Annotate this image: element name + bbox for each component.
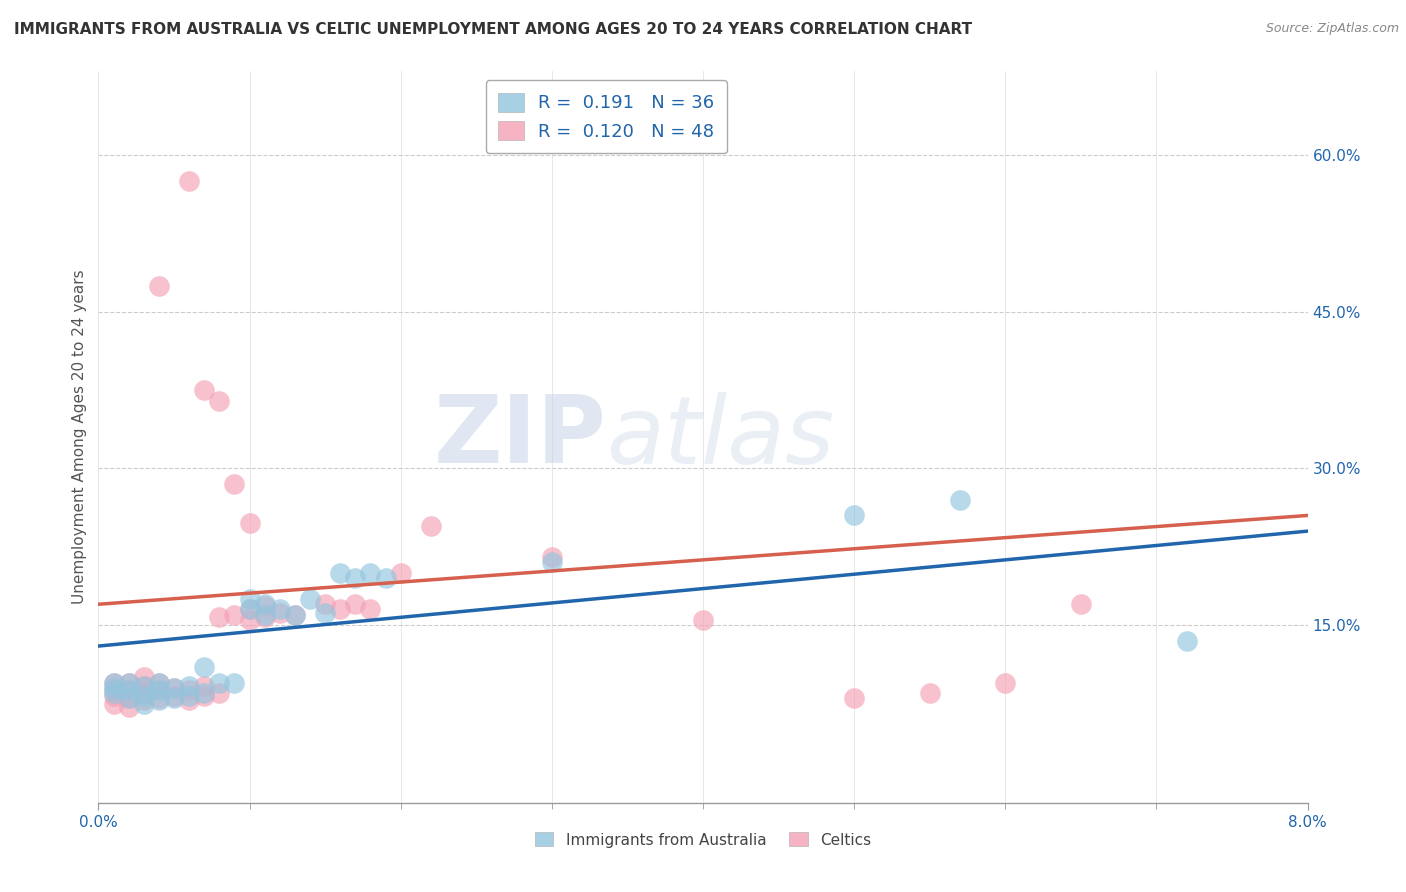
Point <box>148 278 170 293</box>
Point <box>224 675 246 690</box>
Point <box>103 682 125 697</box>
Point <box>132 679 155 693</box>
Point <box>118 675 141 690</box>
Point <box>118 691 141 706</box>
Point <box>179 174 201 188</box>
Point <box>208 609 231 624</box>
Point <box>193 679 215 693</box>
Y-axis label: Unemployment Among Ages 20 to 24 years: Unemployment Among Ages 20 to 24 years <box>72 269 87 605</box>
Legend: R =  0.191   N = 36, R =  0.120   N = 48: R = 0.191 N = 36, R = 0.120 N = 48 <box>485 80 727 153</box>
Point <box>132 693 155 707</box>
Point <box>193 660 215 674</box>
Point <box>132 670 155 684</box>
Point <box>692 613 714 627</box>
Point <box>179 690 201 704</box>
Point <box>314 597 336 611</box>
Point <box>118 682 141 697</box>
Point <box>269 606 291 620</box>
Point <box>284 607 307 622</box>
Point <box>148 675 170 690</box>
Point <box>239 592 262 607</box>
Point <box>360 566 382 580</box>
Point <box>239 602 262 616</box>
Point <box>103 697 125 711</box>
Point <box>284 607 307 622</box>
Point <box>132 697 155 711</box>
Point <box>329 566 352 580</box>
Point <box>389 566 412 580</box>
Point <box>118 682 141 697</box>
Point <box>148 693 170 707</box>
Point <box>360 602 382 616</box>
Text: ZIP: ZIP <box>433 391 606 483</box>
Point <box>103 675 125 690</box>
Text: IMMIGRANTS FROM AUSTRALIA VS CELTIC UNEMPLOYMENT AMONG AGES 20 TO 24 YEARS CORRE: IMMIGRANTS FROM AUSTRALIA VS CELTIC UNEM… <box>14 22 972 37</box>
Point <box>540 556 562 570</box>
Point <box>103 686 125 700</box>
Point <box>163 691 186 706</box>
Point <box>844 508 866 523</box>
Point <box>1175 633 1198 648</box>
Point <box>269 602 291 616</box>
Point <box>208 393 231 408</box>
Point <box>224 607 246 622</box>
Point <box>299 592 322 607</box>
Point <box>118 691 141 706</box>
Point <box>118 675 141 690</box>
Point <box>253 597 276 611</box>
Point <box>239 516 262 530</box>
Point <box>224 477 246 491</box>
Point <box>344 597 367 611</box>
Point <box>239 613 262 627</box>
Point <box>329 602 352 616</box>
Point <box>540 550 562 565</box>
Point <box>253 609 276 624</box>
Point <box>193 690 215 704</box>
Point <box>374 571 396 585</box>
Point <box>208 686 231 700</box>
Text: Source: ZipAtlas.com: Source: ZipAtlas.com <box>1265 22 1399 36</box>
Point <box>193 383 215 397</box>
Point <box>103 675 125 690</box>
Point <box>163 690 186 704</box>
Point <box>193 686 215 700</box>
Point <box>239 602 262 616</box>
Point <box>103 681 125 695</box>
Point <box>253 607 276 622</box>
Point <box>918 686 941 700</box>
Point <box>420 519 443 533</box>
Point <box>208 675 231 690</box>
Point <box>148 691 170 706</box>
Point <box>163 681 186 695</box>
Point <box>148 682 170 697</box>
Point <box>844 691 866 706</box>
Point <box>163 681 186 695</box>
Point <box>132 690 155 704</box>
Point <box>949 492 972 507</box>
Point <box>132 679 155 693</box>
Point <box>344 571 367 585</box>
Point <box>994 675 1017 690</box>
Point <box>179 693 201 707</box>
Point <box>1070 597 1092 611</box>
Point <box>179 679 201 693</box>
Point <box>118 699 141 714</box>
Point <box>103 690 125 704</box>
Point <box>314 606 336 620</box>
Point <box>179 682 201 697</box>
Point <box>253 599 276 614</box>
Text: atlas: atlas <box>606 392 835 483</box>
Point <box>148 682 170 697</box>
Point <box>132 686 155 700</box>
Point <box>148 675 170 690</box>
